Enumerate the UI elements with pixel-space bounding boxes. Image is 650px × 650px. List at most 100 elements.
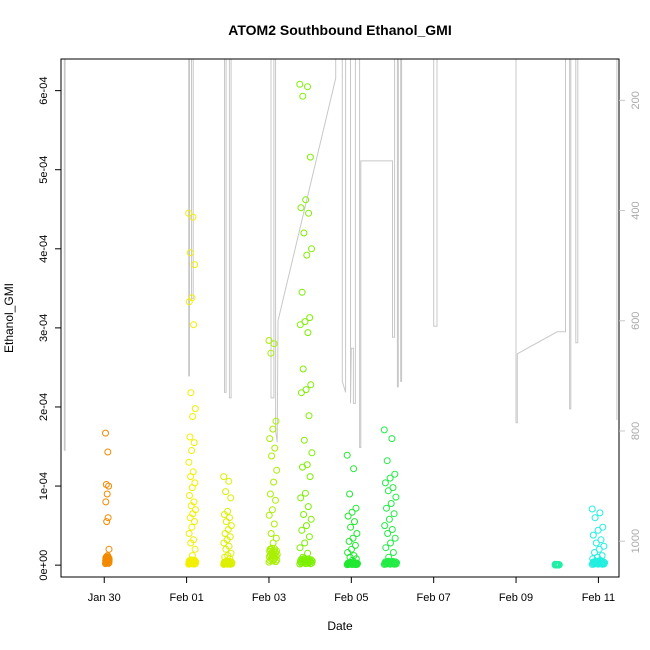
data-point <box>267 530 275 537</box>
flight-points-3 <box>220 473 236 568</box>
data-point <box>298 288 306 296</box>
data-point <box>308 449 316 457</box>
y-tick-label: 1e-04 <box>38 472 50 500</box>
data-points <box>102 80 609 569</box>
flight-points-9 <box>588 505 609 568</box>
flight-points-5 <box>296 80 316 568</box>
data-point <box>383 504 390 512</box>
data-point <box>187 473 195 481</box>
data-point <box>351 541 359 549</box>
data-point <box>306 314 314 322</box>
data-point <box>303 522 310 530</box>
data-point <box>388 435 396 443</box>
right-axis: 200 400 600 800 1000 <box>619 91 642 553</box>
data-point <box>306 473 314 481</box>
data-point <box>268 506 276 514</box>
data-point <box>389 484 397 492</box>
data-point <box>272 558 280 566</box>
data-point <box>595 545 603 553</box>
flight-points-6 <box>343 451 361 569</box>
data-point <box>304 83 311 91</box>
data-point <box>105 559 113 567</box>
data-point <box>220 539 228 547</box>
data-point <box>597 536 605 544</box>
data-point <box>186 249 194 257</box>
data-point <box>273 466 281 474</box>
data-point <box>185 298 193 306</box>
data-point <box>221 530 229 537</box>
data-point <box>296 80 304 88</box>
data-point <box>272 552 280 560</box>
data-point <box>300 229 308 237</box>
data-point <box>185 458 193 466</box>
data-point <box>306 153 314 161</box>
data-point <box>188 484 196 492</box>
x-tick-label: Feb 01 <box>169 592 203 604</box>
data-point <box>104 448 112 456</box>
data-point <box>103 490 111 498</box>
data-point <box>381 479 389 487</box>
data-point <box>304 329 312 337</box>
data-point <box>266 490 274 498</box>
data-point <box>555 561 563 569</box>
data-point <box>270 520 278 528</box>
data-point <box>102 498 110 506</box>
y-tick-label: 4e-04 <box>38 235 50 263</box>
data-point <box>351 518 358 526</box>
data-point <box>187 502 195 510</box>
data-point <box>348 508 356 516</box>
data-point <box>105 556 113 564</box>
y-axis: 0e+00 1e-04 2e-04 3e-04 4e-04 5e-04 6e-04 <box>38 77 61 581</box>
data-point <box>591 514 599 522</box>
data-point <box>352 504 360 512</box>
data-point <box>271 444 279 452</box>
data-point <box>272 496 279 504</box>
data-point <box>299 92 307 100</box>
data-point <box>303 251 311 259</box>
x-tick-label: Feb 11 <box>582 592 615 604</box>
data-point <box>189 213 197 221</box>
data-point <box>267 349 275 357</box>
data-point <box>299 365 307 373</box>
data-point <box>302 196 310 204</box>
right-tick-label: 200 <box>630 91 642 109</box>
data-point <box>265 337 273 344</box>
data-point <box>273 551 281 559</box>
data-point <box>190 321 198 329</box>
data-point <box>192 558 200 566</box>
data-point <box>225 477 233 485</box>
data-point <box>301 318 309 326</box>
data-point <box>599 523 607 531</box>
data-point <box>600 542 608 550</box>
data-point <box>348 545 355 553</box>
data-point <box>296 544 304 552</box>
data-point <box>307 515 315 523</box>
data-point <box>187 389 195 397</box>
data-point <box>104 514 112 522</box>
flight-points-2 <box>185 209 200 568</box>
data-point <box>349 534 357 542</box>
right-tick-label: 1000 <box>630 529 642 553</box>
data-point <box>589 531 597 539</box>
data-point <box>307 556 315 564</box>
data-point <box>265 511 273 519</box>
data-point <box>305 533 313 541</box>
data-point <box>345 537 353 545</box>
x-tick-label: Feb 07 <box>417 592 451 604</box>
data-point <box>305 209 313 217</box>
data-point <box>308 245 315 253</box>
data-point <box>191 545 199 553</box>
data-point <box>300 436 308 444</box>
y-tick-label: 0e+00 <box>38 550 50 581</box>
y-tick-label: 3e-04 <box>38 314 50 342</box>
track-line <box>63 58 618 451</box>
data-point <box>220 511 228 518</box>
data-point <box>344 512 352 520</box>
flight-points-7 <box>380 426 401 568</box>
data-point <box>273 547 280 555</box>
data-point <box>301 489 309 497</box>
data-point <box>188 447 196 454</box>
chart-title: ATOM2 Southbound Ethanol_GMI <box>228 22 451 38</box>
data-point <box>601 559 609 567</box>
data-point <box>190 439 198 447</box>
